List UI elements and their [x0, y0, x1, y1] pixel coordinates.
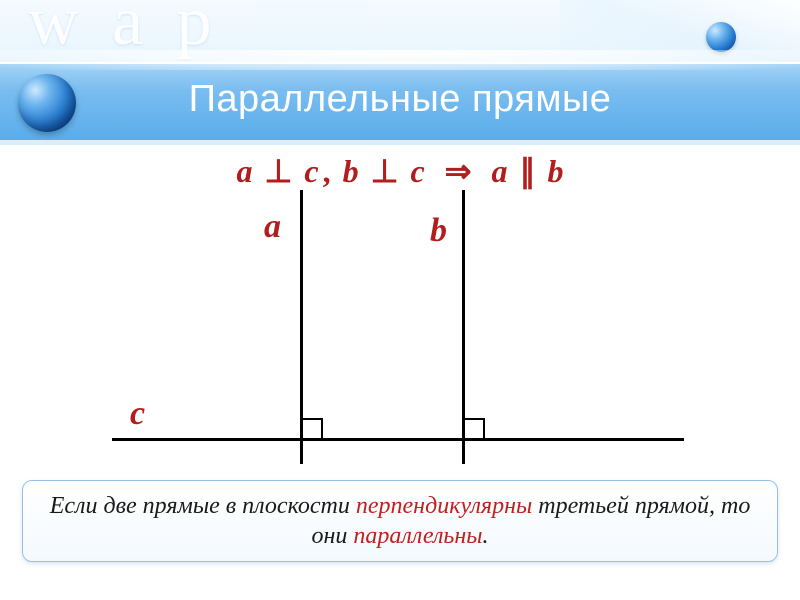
geometry-diagram: a b c [0, 190, 800, 480]
comma-1: , [323, 153, 331, 189]
right-angle-marker-a [303, 418, 323, 438]
theorem-pre: Если две прямые в плоскости [50, 493, 356, 519]
label-a: a [264, 208, 281, 246]
theorem-statement-box: Если две прямые в плоскости перпендикуля… [22, 480, 778, 562]
formula-var-c1: c [304, 153, 318, 189]
theorem-highlight-parallel: параллельны [353, 523, 482, 549]
formula-statement: a ⊥ c, b ⊥ c ⇒ a ∥ b [0, 152, 800, 190]
formula-var-c2: c [410, 153, 424, 189]
wave-highlight [0, 50, 800, 70]
slide-title: Параллельные прямые [0, 78, 800, 121]
right-angle-marker-b [465, 418, 485, 438]
formula-var-b2: b [547, 153, 563, 189]
theorem-highlight-perpendicular: перпендикулярны [356, 493, 532, 519]
perp-symbol-1: ⊥ [265, 153, 293, 189]
small-sphere-icon [706, 22, 736, 52]
line-c-horizontal [112, 438, 684, 441]
formula-var-a: a [237, 153, 253, 189]
implies-symbol: ⇒ [445, 153, 472, 189]
formula-var-a2: a [491, 153, 507, 189]
formula-var-b: b [343, 153, 359, 189]
perp-symbol-2: ⊥ [371, 153, 399, 189]
theorem-post: . [483, 523, 489, 549]
label-c: c [130, 395, 145, 433]
label-b: b [430, 212, 447, 250]
parallel-symbol: ∥ [519, 153, 535, 189]
